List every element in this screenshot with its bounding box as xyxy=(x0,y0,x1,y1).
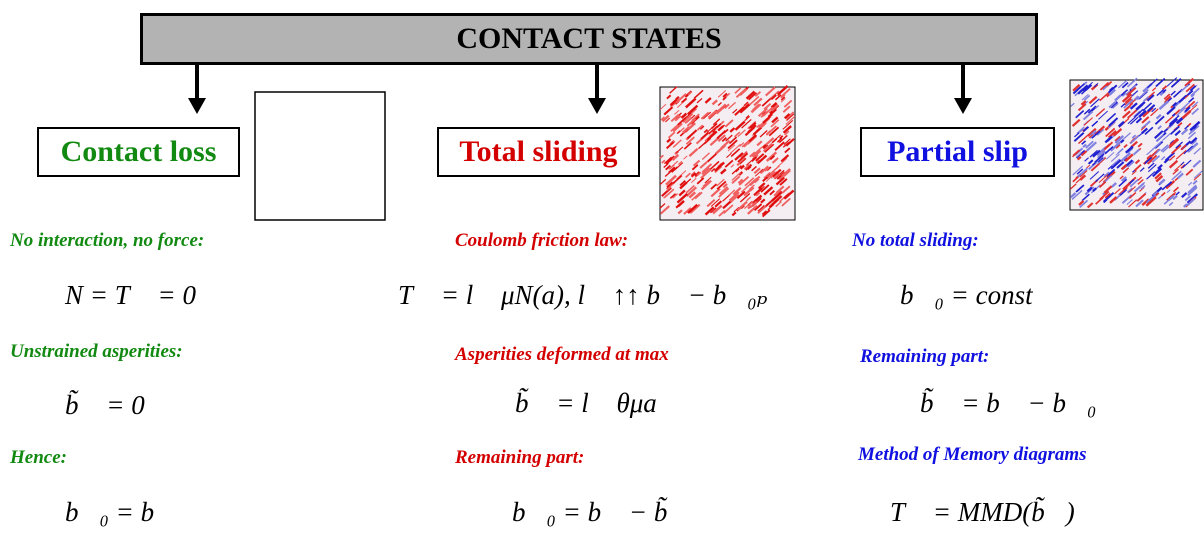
equation: b̃⃗ = 0 xyxy=(65,390,145,421)
caption: No total sliding: xyxy=(852,230,979,252)
equation: b⃗₀ = const xyxy=(900,280,1033,311)
caption: Hence: xyxy=(10,447,67,469)
empty-surface xyxy=(255,92,385,220)
column-label: Contact loss xyxy=(37,127,240,177)
equation: T⃗ = l⃗ μN(a), l⃗ ↑↑ b⃗ − b⃗₀ₚ xyxy=(398,280,767,311)
sliding-texture xyxy=(660,86,795,220)
caption: Remaining part: xyxy=(455,447,584,469)
column-label: Total sliding xyxy=(437,127,640,177)
equation: b̃⃗ = b⃗ − b⃗₀ xyxy=(920,388,1096,419)
caption: Coulomb friction law: xyxy=(455,230,628,252)
slip-texture xyxy=(1070,77,1203,210)
caption: No interaction, no force: xyxy=(10,230,204,252)
equation: b⃗₀ = b⃗ − b̃⃗ xyxy=(512,497,688,528)
caption: Unstrained asperities: xyxy=(10,341,183,363)
header-title: CONTACT STATES xyxy=(140,13,1038,65)
equation: T⃗ = MMD(b̃⃗) xyxy=(890,497,1075,528)
equation: N = T⃗ = 0 xyxy=(65,280,196,311)
caption: Remaining part: xyxy=(860,346,989,368)
equation: b̃⃗ = l⃗ θμa xyxy=(515,388,657,419)
page: CONTACT STATES Contact loss Total slidin… xyxy=(0,0,1204,539)
column-label: Partial slip xyxy=(860,127,1055,177)
equation: b⃗₀ = b⃗ xyxy=(65,497,175,528)
caption: Method of Memory diagrams xyxy=(858,444,1087,466)
caption: Asperities deformed at max xyxy=(455,344,669,366)
